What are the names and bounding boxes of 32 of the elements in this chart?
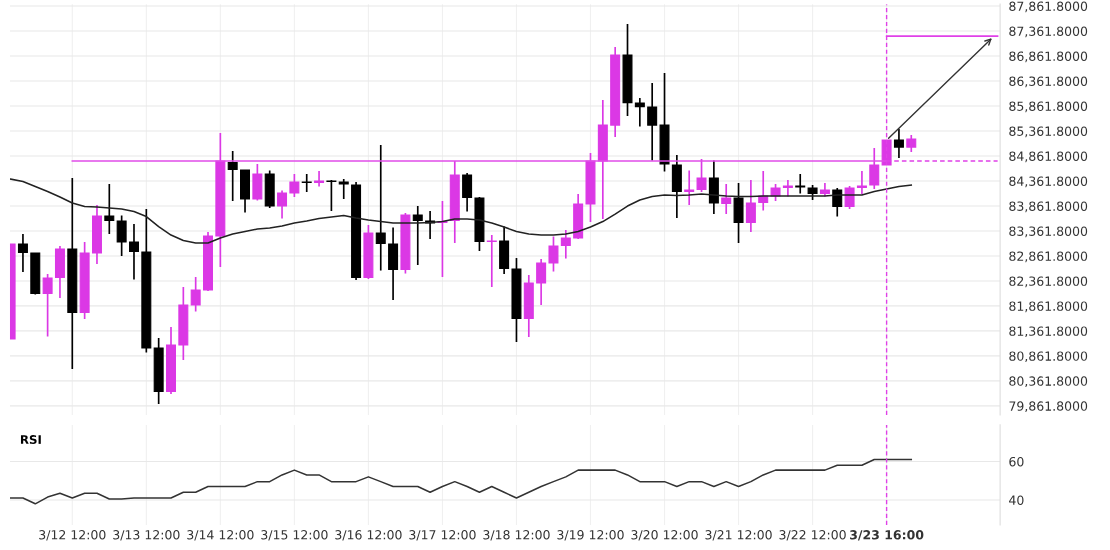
y-tick-label: 80,861.8000 bbox=[1009, 351, 1088, 363]
x-tick-label: 3/19 12:00 bbox=[557, 530, 624, 541]
y-tick-label: 80,361.8000 bbox=[1009, 376, 1088, 388]
text: RSI bbox=[20, 435, 41, 445]
y-tick-label: 87,361.8000 bbox=[1009, 26, 1088, 38]
x-tick-label: 3/17 12:00 bbox=[409, 530, 476, 541]
x-tick-label: 3/22 12:00 bbox=[779, 530, 846, 541]
y-tick-label: 86,861.8000 bbox=[1009, 51, 1088, 63]
y-tick-label: 82,361.8000 bbox=[1009, 276, 1088, 288]
y-tick-label: 85,361.8000 bbox=[1009, 126, 1088, 138]
x-tick-label: 3/13 12:00 bbox=[113, 530, 180, 541]
y-tick-label: 40 bbox=[1009, 495, 1024, 505]
y-tick-label: 81,361.8000 bbox=[1009, 326, 1088, 338]
y-tick-label: 85,861.8000 bbox=[1009, 101, 1088, 113]
y-tick-label: 86,361.8000 bbox=[1009, 76, 1088, 88]
y-tick-label: 83,861.8000 bbox=[1009, 201, 1088, 213]
y-tick-label: 82,861.8000 bbox=[1009, 251, 1088, 263]
x-tick-label: 3/15 12:00 bbox=[261, 530, 328, 541]
x-tick-label: 3/18 12:00 bbox=[483, 530, 550, 541]
x-tick-label: 3/20 12:00 bbox=[631, 530, 698, 541]
y-tick-label: 84,861.8000 bbox=[1009, 151, 1088, 163]
x-tick-label: 3/14 12:00 bbox=[187, 530, 254, 541]
x-tick-label: 3/12 12:00 bbox=[39, 530, 106, 541]
y-tick-label: 83,361.8000 bbox=[1009, 226, 1088, 238]
y-tick-label: 84,361.8000 bbox=[1009, 176, 1088, 188]
y-tick-label: 79,861.8000 bbox=[1009, 401, 1088, 413]
y-tick-label: 60 bbox=[1009, 456, 1024, 467]
x-tick-label: 3/21 12:00 bbox=[705, 530, 772, 541]
x-tick-label: 3/23 16:00 bbox=[850, 530, 924, 541]
x-tick-label: 3/16 12:00 bbox=[335, 530, 402, 541]
y-tick-label: 81,861.8000 bbox=[1009, 301, 1088, 313]
y-tick-label: 87,861.8000 bbox=[1009, 1, 1088, 13]
